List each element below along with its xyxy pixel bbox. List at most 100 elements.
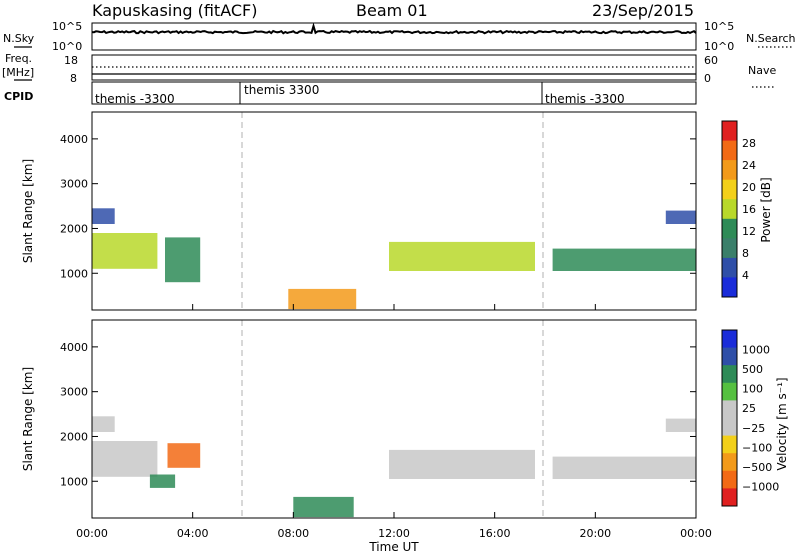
colorbar-tick-label: 20 xyxy=(742,181,756,194)
nave-label: Nave xyxy=(748,64,776,77)
colorbar-tick-label: −100 xyxy=(742,441,772,454)
velocity-colorbar-label: Velocity [m s⁻¹] xyxy=(775,377,789,470)
colorbar-swatch xyxy=(722,277,737,298)
colorbar-tick-label: 16 xyxy=(742,203,756,216)
cpid-entry-1: themis -3300 xyxy=(95,92,175,106)
power-colorbar-label: Power [dB] xyxy=(759,177,773,242)
data-region-4 xyxy=(288,288,357,310)
colorbar-tick-label: 24 xyxy=(742,159,756,172)
x-tick-label: 08:00 xyxy=(277,527,309,540)
station-title: Kapuskasing (fitACF) xyxy=(92,1,257,20)
freq-tick-bottom: 8 xyxy=(70,72,77,85)
power-y-axis: 1000 2000 3000 4000 xyxy=(60,133,696,280)
colorbar-tick-label: 25 xyxy=(742,402,756,415)
colorbar-swatch xyxy=(722,257,737,278)
x-tick-label: 00:00 xyxy=(76,527,108,540)
nsearch-label: N.Search xyxy=(746,32,796,45)
cpid-label: CPID xyxy=(4,90,33,103)
colorbar-swatch xyxy=(722,382,737,401)
velocity-y-axis: 1000 2000 3000 4000 xyxy=(60,341,696,488)
data-region-2 xyxy=(92,208,115,224)
x-tick-label: 12:00 xyxy=(378,527,410,540)
colorbar-swatch xyxy=(722,218,737,239)
x-tick-label: 16:00 xyxy=(479,527,511,540)
colorbar-swatch xyxy=(722,453,737,472)
x-axis-label: Time UT xyxy=(368,540,419,554)
data-region-6 xyxy=(552,248,696,271)
y-tick-label: 4000 xyxy=(60,133,88,146)
data-region-6 xyxy=(389,449,535,479)
nsky-tick-bottom-right: 10^0 xyxy=(704,40,734,53)
colorbar-tick-label: 500 xyxy=(742,363,763,376)
data-region-7 xyxy=(552,456,696,479)
nsky-tick-bottom-left: 10^0 xyxy=(52,40,82,53)
colorbar-frame xyxy=(721,120,738,298)
colorbar-tick-label: −1000 xyxy=(742,480,779,493)
velocity-data-cells xyxy=(92,416,696,518)
data-region-4 xyxy=(149,474,176,488)
colorbar-swatch xyxy=(722,400,737,419)
y-tick-label: 4000 xyxy=(60,341,88,354)
nsky-tick-top-left: 10^5 xyxy=(52,20,82,33)
colorbar-swatch xyxy=(722,121,737,142)
date-label: 23/Sep/2015 xyxy=(592,1,694,20)
colorbar-tick-label: −500 xyxy=(742,461,772,474)
x-tick-label: 04:00 xyxy=(177,527,209,540)
data-region-3 xyxy=(165,237,201,283)
data-region-2 xyxy=(92,416,115,432)
data-region-5 xyxy=(293,496,354,518)
colorbar-tick-label: −25 xyxy=(742,422,765,435)
power-data-cells xyxy=(92,208,696,310)
colorbar-swatch xyxy=(722,179,737,200)
colorbar-tick-label: 8 xyxy=(742,247,749,260)
y-tick-label: 3000 xyxy=(60,178,88,191)
time-x-axis: 00:00 04:00 08:00 12:00 16:00 20:00 00:00 xyxy=(76,304,712,540)
colorbar-tick-label: 1000 xyxy=(742,344,770,357)
nsky-series xyxy=(91,22,697,35)
velocity-colorbar: −1000 −500 −100 −25 25 100 500 1000 xyxy=(721,329,779,507)
colorbar-swatch xyxy=(722,199,737,220)
freq-unit: [MHz] xyxy=(2,66,34,79)
colorbar-frame xyxy=(721,329,738,507)
colorbar-swatch xyxy=(722,470,737,489)
data-region-7 xyxy=(665,210,696,224)
x-tick-label: 00:00 xyxy=(680,527,712,540)
power-colorbar: 4 8 12 16 20 24 28 xyxy=(721,120,756,298)
colorbar-swatch xyxy=(722,488,737,507)
cpid-entry-2: themis 3300 xyxy=(244,83,319,97)
velocity-plot-frame xyxy=(91,319,697,519)
nsky-label: N.Sky xyxy=(3,32,35,45)
colorbar-swatch xyxy=(722,140,737,161)
colorbar-tick-label: 4 xyxy=(742,269,749,282)
cpid-entry-3: themis -3300 xyxy=(545,92,625,106)
y-tick-label: 1000 xyxy=(60,475,88,488)
y-tick-label: 1000 xyxy=(60,267,88,280)
nave-tick-bottom: 0 xyxy=(704,72,711,85)
power-y-label: Slant Range [km] xyxy=(21,159,35,263)
velocity-y-label: Slant Range [km] xyxy=(21,367,35,471)
y-tick-label: 3000 xyxy=(60,386,88,399)
data-region-5 xyxy=(389,241,535,271)
nsky-tick-top-right: 10^5 xyxy=(704,20,734,33)
freq-label: Freq. xyxy=(5,52,32,65)
data-region-3 xyxy=(167,443,201,468)
colorbar-swatch xyxy=(722,160,737,181)
colorbar-swatch xyxy=(722,238,737,259)
colorbar-swatch xyxy=(722,347,737,366)
nsky-panel xyxy=(91,22,697,51)
data-region-1 xyxy=(92,441,158,477)
y-tick-label: 2000 xyxy=(60,430,88,443)
beam-label: Beam 01 xyxy=(356,1,428,20)
colorbar-swatch xyxy=(722,365,737,384)
nave-tick-top: 60 xyxy=(704,54,718,67)
data-region-8 xyxy=(665,418,696,432)
colorbar-tick-label: 12 xyxy=(742,225,756,238)
cpid-panel xyxy=(91,81,697,105)
y-tick-label: 2000 xyxy=(60,222,88,235)
colorbar-swatch xyxy=(722,330,737,349)
colorbar-tick-label: 100 xyxy=(742,383,763,396)
x-tick-label: 20:00 xyxy=(579,527,611,540)
data-region-1 xyxy=(92,233,158,269)
colorbar-swatch xyxy=(722,418,737,437)
